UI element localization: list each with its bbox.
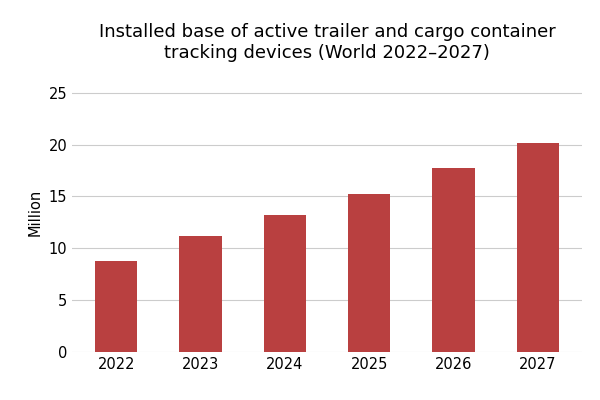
Y-axis label: Million: Million [28, 188, 43, 236]
Bar [433, 168, 475, 352]
Bar [179, 236, 221, 352]
Bar [95, 261, 137, 352]
Title: Installed base of active trailer and cargo container
tracking devices (World 202: Installed base of active trailer and car… [98, 23, 556, 62]
Bar [517, 142, 559, 352]
Bar [264, 215, 306, 352]
Bar [348, 194, 390, 352]
